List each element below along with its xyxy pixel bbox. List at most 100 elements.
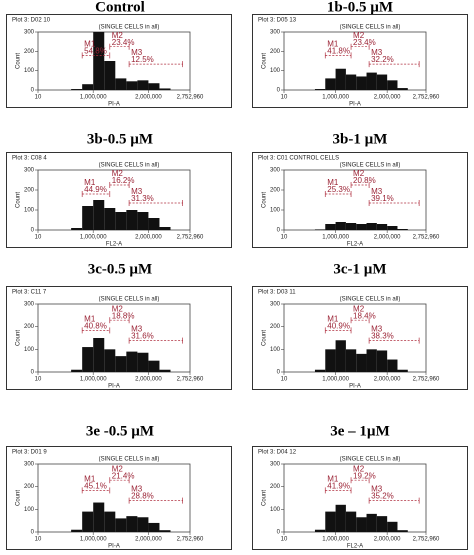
x-axis-label: FL2-A xyxy=(347,242,363,248)
y-tick-label: 100 xyxy=(270,208,281,214)
x-axis-label: PI-A xyxy=(349,102,361,108)
plot-subtitle: (SINGLE CELLS in all) xyxy=(340,457,401,463)
histogram-bar xyxy=(314,529,326,532)
gate-percent: 41.9% xyxy=(327,482,350,491)
histogram-bar xyxy=(314,229,326,230)
histogram-bar xyxy=(148,83,160,90)
gate-name: M1 xyxy=(84,178,96,187)
y-tick-label: 200 xyxy=(270,324,281,330)
x-tick-label: 1,000,000 xyxy=(322,537,349,543)
histogram-bar xyxy=(126,516,138,532)
gate-percent: 41.8% xyxy=(327,47,350,56)
histogram-bar xyxy=(356,517,367,532)
x-axis-label: PI-A xyxy=(108,544,120,550)
y-tick-label: 100 xyxy=(24,68,35,74)
panel: Plot 3: C11 7 (SINGLE CELLS in all) 0 100 20… xyxy=(6,286,232,390)
plot-subtitle: (SINGLE CELLS in all) xyxy=(99,163,160,169)
x-axis-label: PI-A xyxy=(108,102,120,108)
histogram-bar xyxy=(335,340,346,372)
histogram-bar xyxy=(148,360,160,372)
x-tick-label: 10 xyxy=(35,95,42,101)
histogram-bar xyxy=(325,511,336,532)
gate-percent: 23.4% xyxy=(353,38,376,47)
x-tick-label: 2,000,000 xyxy=(135,377,162,383)
x-tick-label: 2,000,000 xyxy=(135,235,162,241)
gate-name: M3 xyxy=(371,187,383,196)
plot-subtitle: (SINGLE CELLS in all) xyxy=(99,457,160,463)
y-tick-label: 300 xyxy=(24,462,35,468)
histogram-bar xyxy=(397,88,408,90)
histogram-bar xyxy=(71,89,83,90)
histogram-bar xyxy=(71,529,83,532)
y-tick-label: 200 xyxy=(270,49,281,55)
gate-percent: 19.2% xyxy=(353,471,376,480)
x-tick-label: 1,000,000 xyxy=(322,95,349,101)
y-axis-label: Count xyxy=(262,490,268,506)
gate-name: M3 xyxy=(371,325,383,334)
histogram-bar xyxy=(82,206,94,230)
gate-name: M3 xyxy=(131,325,143,334)
histogram-bar xyxy=(376,516,388,532)
histogram-bar xyxy=(335,68,346,90)
plot-subtitle: (SINGLE CELLS in all) xyxy=(99,25,160,31)
histogram-bar xyxy=(126,210,138,230)
histogram-bar xyxy=(345,349,357,372)
y-tick-label: 100 xyxy=(24,507,35,513)
histogram-bar xyxy=(93,200,105,230)
y-axis-label: Count xyxy=(262,53,268,69)
x-tick-label: 2,752,960 xyxy=(177,377,204,383)
x-axis-label: PI-A xyxy=(108,384,120,390)
gate-name: M3 xyxy=(131,485,143,494)
x-tick-label: 2,000,000 xyxy=(374,235,401,241)
plot-label: Plot 3: D05 13 xyxy=(258,18,297,24)
plot-subtitle: (SINGLE CELLS in all) xyxy=(340,297,401,303)
y-axis-label: Count xyxy=(16,490,22,506)
histogram-bar xyxy=(137,80,149,90)
histogram-bar xyxy=(115,356,127,372)
histogram-bar xyxy=(335,222,346,230)
x-tick-label: 10 xyxy=(35,377,42,383)
histogram-bar xyxy=(115,78,127,90)
plot-subtitle: (SINGLE CELLS in all) xyxy=(99,297,160,303)
x-tick-label: 1,000,000 xyxy=(80,95,107,101)
y-tick-label: 300 xyxy=(24,302,35,308)
y-tick-label: 100 xyxy=(270,347,281,353)
x-axis-label: PI-A xyxy=(349,384,361,390)
x-tick-label: 2,000,000 xyxy=(374,377,401,383)
histogram-bar xyxy=(148,522,160,532)
x-tick-label: 1,000,000 xyxy=(80,235,107,241)
histogram-bar xyxy=(93,32,105,90)
gate-percent: 31.6% xyxy=(131,332,154,341)
y-tick-label: 300 xyxy=(270,30,281,36)
x-tick-label: 2,752,960 xyxy=(413,377,440,383)
x-tick-label: 2,752,960 xyxy=(413,537,440,543)
y-tick-label: 200 xyxy=(270,188,281,194)
x-axis-label: FL2-A xyxy=(347,544,363,550)
histogram-bar xyxy=(387,226,398,230)
gate-name: M3 xyxy=(371,48,383,57)
y-axis-label: Count xyxy=(262,330,268,346)
gate-percent: 28.8% xyxy=(131,492,154,501)
gate-name: M1 xyxy=(327,475,339,484)
plot-label: Plot 3: D03 11 xyxy=(258,290,296,296)
histogram-bar xyxy=(159,530,171,532)
y-axis-label: Count xyxy=(16,330,22,346)
y-tick-label: 200 xyxy=(24,49,35,55)
histogram-bar xyxy=(366,349,377,372)
gate-percent: 20.8% xyxy=(353,176,376,185)
gate-percent: 16.2% xyxy=(112,176,135,185)
gate-percent: 18.8% xyxy=(112,311,135,320)
plot-label: Plot 3: D04 12 xyxy=(258,450,297,456)
histogram-bar xyxy=(376,74,388,90)
x-tick-label: 10 xyxy=(35,235,42,241)
histogram-bar xyxy=(335,504,346,532)
y-tick-label: 0 xyxy=(277,530,281,536)
plot-subtitle: (SINGLE CELLS in all) xyxy=(340,163,401,169)
x-tick-label: 1,000,000 xyxy=(80,377,107,383)
x-tick-label: 10 xyxy=(281,95,288,101)
panel: Plot 3: D01 9 (SINGLE CELLS in all) 0 100 20… xyxy=(6,446,232,550)
gate-name: M2 xyxy=(112,31,124,40)
panel-frame xyxy=(6,14,232,108)
histogram-bar xyxy=(366,72,377,90)
panel-title: 3e -0.5 µM xyxy=(86,423,154,439)
